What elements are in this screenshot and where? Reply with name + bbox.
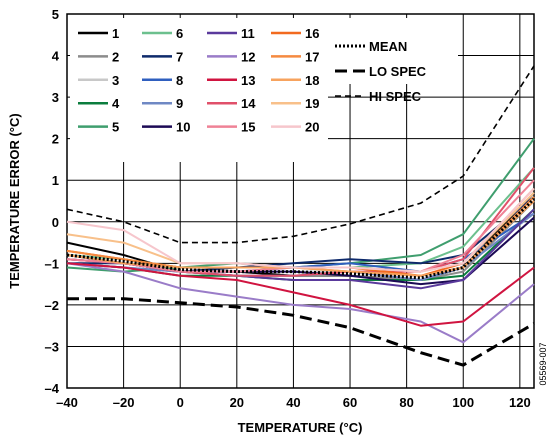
y-tick-label: 2 [52, 132, 59, 147]
x-tick-label: –20 [113, 395, 135, 410]
y-tick-label: –2 [45, 298, 59, 313]
series-line-12 [66, 262, 535, 344]
legend-label-hi-spec: HI SPEC [369, 89, 422, 104]
legend-label-lo-spec: LO SPEC [369, 64, 427, 79]
legend-label-8: 8 [176, 73, 183, 88]
x-tick-label: 100 [452, 395, 474, 410]
legend-label-14: 14 [241, 96, 256, 111]
x-axis-title: TEMPERATURE (°C) [238, 420, 363, 435]
legend-label-20: 20 [305, 120, 319, 135]
legend-label-18: 18 [305, 73, 319, 88]
ref-line-mean [66, 197, 536, 280]
x-tick-label: 20 [230, 395, 244, 410]
legend-label-17: 17 [305, 49, 319, 64]
legend-background [70, 18, 458, 162]
series-line-20 [66, 187, 535, 273]
x-tick-label: 120 [509, 395, 531, 410]
legend-label-9: 9 [176, 96, 183, 111]
series-line-13 [66, 262, 535, 327]
legend-label-4: 4 [112, 96, 120, 111]
legend-label-16: 16 [305, 26, 319, 41]
y-tick-label: –4 [45, 381, 60, 396]
ref-line-lo-spec [67, 297, 535, 367]
legend-label-1: 1 [112, 26, 119, 41]
legend-box-ref [328, 18, 458, 84]
y-tick-label: 3 [52, 90, 59, 105]
y-tick-label: –3 [45, 339, 59, 354]
x-tick-label: 0 [177, 395, 184, 410]
y-axis-title: TEMPERATURE ERROR (°C) [7, 113, 22, 288]
legend-label-13: 13 [241, 73, 255, 88]
y-tick-label: 1 [52, 173, 59, 188]
legend-label-7: 7 [176, 49, 183, 64]
y-tick-labels: 5 4 3 2 1 0 –1 –2 –3 –4 [45, 7, 60, 396]
legend-label-10: 10 [176, 120, 190, 135]
x-tick-labels: –40 –20 0 20 40 60 80 100 120 [56, 395, 531, 410]
series-lines [66, 138, 535, 344]
y-tick-label: 5 [52, 7, 59, 22]
figure-code: 05569-007 [538, 342, 548, 385]
reference-lines [66, 65, 536, 367]
y-tick-label: 0 [52, 215, 59, 230]
y-tick-label: –1 [45, 256, 59, 271]
legend-label-2: 2 [112, 49, 119, 64]
legend-label-3: 3 [112, 73, 119, 88]
legend-label-12: 12 [241, 49, 255, 64]
legend-box [70, 18, 328, 162]
x-tick-label: 60 [343, 395, 357, 410]
x-tick-label: –40 [56, 395, 78, 410]
legend-label-11: 11 [241, 26, 255, 41]
y-tick-label: 4 [52, 49, 60, 64]
legend-label-5: 5 [112, 120, 119, 135]
legend-label-19: 19 [305, 96, 319, 111]
legend-label-6: 6 [176, 26, 183, 41]
legend-label-15: 15 [241, 120, 255, 135]
x-tick-label: 40 [286, 395, 300, 410]
legend-label-mean: MEAN [369, 39, 407, 54]
x-tick-label: 80 [399, 395, 413, 410]
ref-line-hi-spec [66, 65, 535, 244]
